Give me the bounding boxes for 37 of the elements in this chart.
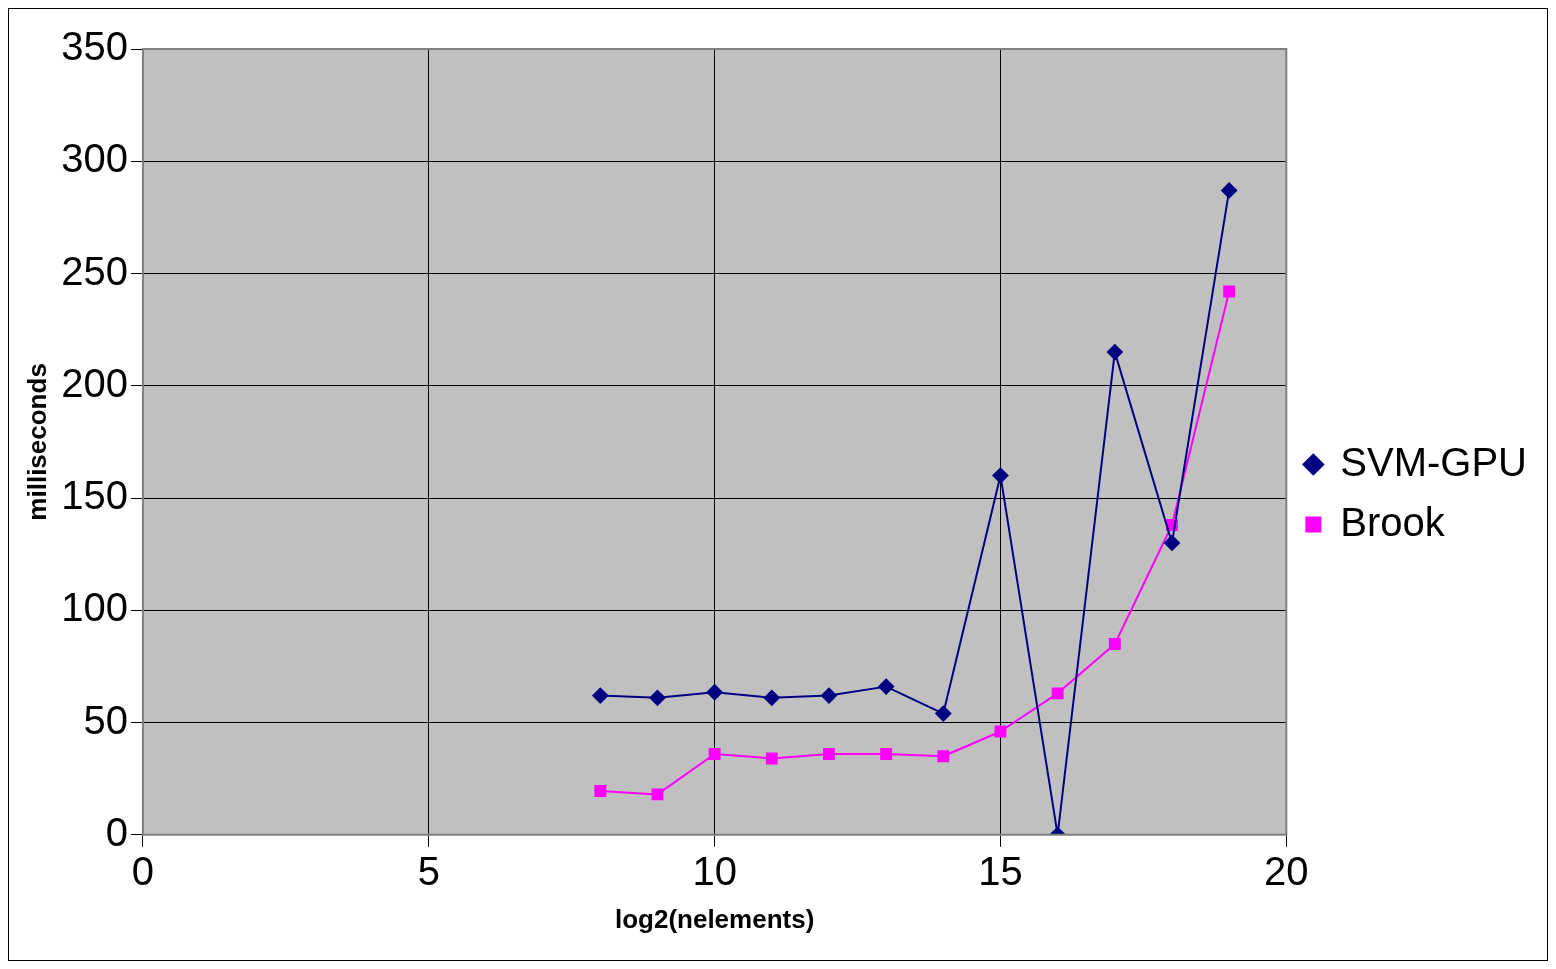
point	[649, 689, 666, 706]
point	[1163, 534, 1180, 551]
point	[935, 705, 952, 722]
x-tick-label: 20	[1264, 848, 1309, 893]
point	[706, 684, 723, 701]
x-tick-label: 15	[978, 848, 1023, 893]
y-tick-label: 0	[105, 809, 128, 854]
y-tick-label: 100	[61, 585, 128, 630]
legend-label: Brook	[1340, 499, 1446, 544]
y-tick-label: 300	[61, 136, 128, 181]
point	[651, 788, 664, 801]
x-axis-title: log2(nelements)	[614, 903, 815, 934]
y-tick-label: 200	[61, 360, 128, 405]
point	[937, 750, 950, 763]
x-tick-label: 5	[417, 848, 440, 893]
legend-label: SVM-GPU	[1340, 439, 1528, 484]
y-axis-title: milliseconds	[21, 363, 52, 521]
point	[992, 467, 1009, 484]
y-tick-label: 50	[83, 697, 128, 742]
point	[708, 748, 721, 760]
y-tick-label: 150	[61, 473, 128, 518]
point	[878, 678, 895, 695]
point	[820, 687, 837, 704]
point	[1051, 687, 1064, 700]
point	[1223, 285, 1236, 298]
y-tick-label: 250	[61, 248, 128, 293]
point	[1106, 344, 1123, 361]
point	[880, 748, 893, 760]
point	[594, 785, 607, 797]
point	[1108, 638, 1121, 650]
y-tick-label: 350	[61, 24, 128, 69]
point	[765, 752, 778, 765]
point	[823, 748, 835, 760]
point	[592, 687, 609, 704]
x-tick-label: 10	[692, 848, 737, 893]
point	[1221, 182, 1238, 199]
point	[763, 689, 780, 706]
